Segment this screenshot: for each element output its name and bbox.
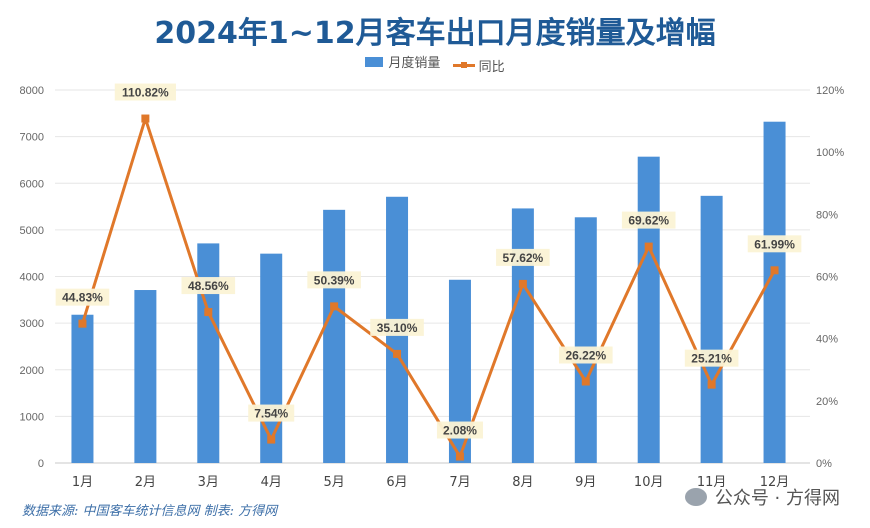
bar bbox=[637, 156, 660, 463]
data-label: 7.54% bbox=[254, 407, 288, 421]
x-tick-label: 6月 bbox=[386, 475, 407, 490]
data-label-bg bbox=[747, 235, 802, 253]
y-right-tick-label: 100% bbox=[816, 147, 844, 159]
yoy-marker bbox=[707, 380, 716, 389]
y-left-tick-label: 5000 bbox=[20, 225, 44, 237]
data-label-bg bbox=[496, 248, 550, 266]
bar bbox=[71, 314, 94, 463]
bar bbox=[763, 121, 786, 463]
x-tick-label: 10月 bbox=[634, 475, 664, 490]
yoy-marker bbox=[330, 302, 339, 311]
data-label-bg bbox=[436, 421, 483, 439]
bar bbox=[511, 208, 534, 463]
bar bbox=[197, 243, 220, 463]
y-right-tick-label: 20% bbox=[816, 396, 838, 408]
legend-bar-swatch bbox=[365, 56, 384, 67]
y-right-tick-label: 60% bbox=[816, 272, 838, 284]
data-label-bg bbox=[370, 318, 424, 336]
data-label: 2.08% bbox=[443, 424, 477, 438]
data-label: 69.62% bbox=[628, 214, 669, 228]
data-label: 57.62% bbox=[503, 251, 544, 265]
y-left-tick-label: 3000 bbox=[20, 318, 44, 330]
y-left-tick-label: 6000 bbox=[20, 178, 44, 190]
x-tick-label: 9月 bbox=[575, 475, 596, 490]
bar bbox=[323, 209, 346, 463]
data-label: 110.82% bbox=[122, 86, 169, 100]
y-right-tick-label: 80% bbox=[816, 209, 838, 221]
x-tick-label: 2月 bbox=[135, 475, 156, 490]
wechat-icon bbox=[684, 488, 707, 506]
yoy-marker bbox=[141, 114, 150, 123]
x-tick-label: 7月 bbox=[449, 475, 470, 490]
data-label: 48.56% bbox=[188, 279, 229, 293]
data-label-bg bbox=[621, 211, 676, 229]
legend-label-yoy: 同比 bbox=[478, 59, 505, 75]
watermark-text: 公众号 · 方得网 bbox=[714, 488, 840, 509]
yoy-marker bbox=[770, 266, 779, 275]
yoy-marker bbox=[455, 452, 464, 461]
bar bbox=[574, 217, 597, 463]
y-left-tick-label: 0 bbox=[38, 458, 44, 470]
yoy-marker bbox=[581, 377, 590, 386]
bar bbox=[448, 279, 471, 463]
legend-item-sales: 月度销量 bbox=[365, 52, 440, 71]
x-tick-label: 8月 bbox=[512, 475, 533, 490]
y-right-tick-label: 40% bbox=[816, 334, 838, 346]
yoy-marker bbox=[267, 435, 276, 444]
y-left-tick-label: 4000 bbox=[20, 272, 44, 284]
yoy-marker bbox=[393, 349, 402, 358]
yoy-marker bbox=[204, 308, 213, 317]
x-tick-label: 4月 bbox=[261, 475, 282, 490]
yoy-marker bbox=[518, 279, 527, 288]
y-left-tick-label: 2000 bbox=[20, 365, 44, 377]
legend: 月度销量 同比 bbox=[0, 52, 870, 75]
x-tick-label: 12月 bbox=[760, 475, 790, 490]
bar bbox=[700, 195, 723, 463]
chart-title: 2024年1~12月客车出口月度销量及增幅 bbox=[154, 16, 716, 51]
data-label: 50.39% bbox=[314, 273, 355, 287]
data-label: 61.99% bbox=[754, 237, 795, 251]
source-note: 数据来源: 中国客车统计信息网 制表: 方得网 bbox=[22, 504, 278, 519]
y-left-tick-label: 7000 bbox=[20, 132, 44, 144]
x-tick-label: 3月 bbox=[198, 475, 219, 490]
data-label-bg bbox=[55, 288, 110, 306]
legend-line-swatch bbox=[452, 61, 475, 68]
data-label-bg bbox=[248, 404, 295, 422]
bar bbox=[134, 290, 157, 463]
x-tick-label: 1月 bbox=[72, 475, 93, 490]
yoy-marker bbox=[644, 242, 653, 251]
y-left-tick-label: 8000 bbox=[20, 85, 44, 97]
x-tick-label: 11月 bbox=[697, 475, 727, 490]
data-label: 35.10% bbox=[377, 321, 418, 335]
data-label: 26.22% bbox=[565, 348, 606, 362]
data-label-bg bbox=[181, 277, 236, 295]
x-tick-label: 5月 bbox=[323, 475, 344, 490]
y-left-tick-label: 1000 bbox=[20, 411, 44, 423]
legend-label-sales: 月度销量 bbox=[388, 56, 441, 71]
data-label: 44.83% bbox=[62, 291, 103, 305]
legend-item-yoy: 同比 bbox=[452, 56, 505, 75]
data-label-bg bbox=[114, 83, 176, 101]
data-label: 25.21% bbox=[691, 352, 732, 366]
bar bbox=[260, 253, 283, 463]
data-label-bg bbox=[558, 346, 613, 364]
y-right-tick-label: 0% bbox=[816, 458, 832, 470]
watermark: 公众号 · 方得网 bbox=[684, 484, 840, 510]
data-label-bg bbox=[684, 349, 739, 367]
y-right-tick-label: 120% bbox=[816, 85, 844, 97]
data-label-bg bbox=[307, 271, 361, 289]
yoy-marker bbox=[78, 319, 87, 328]
